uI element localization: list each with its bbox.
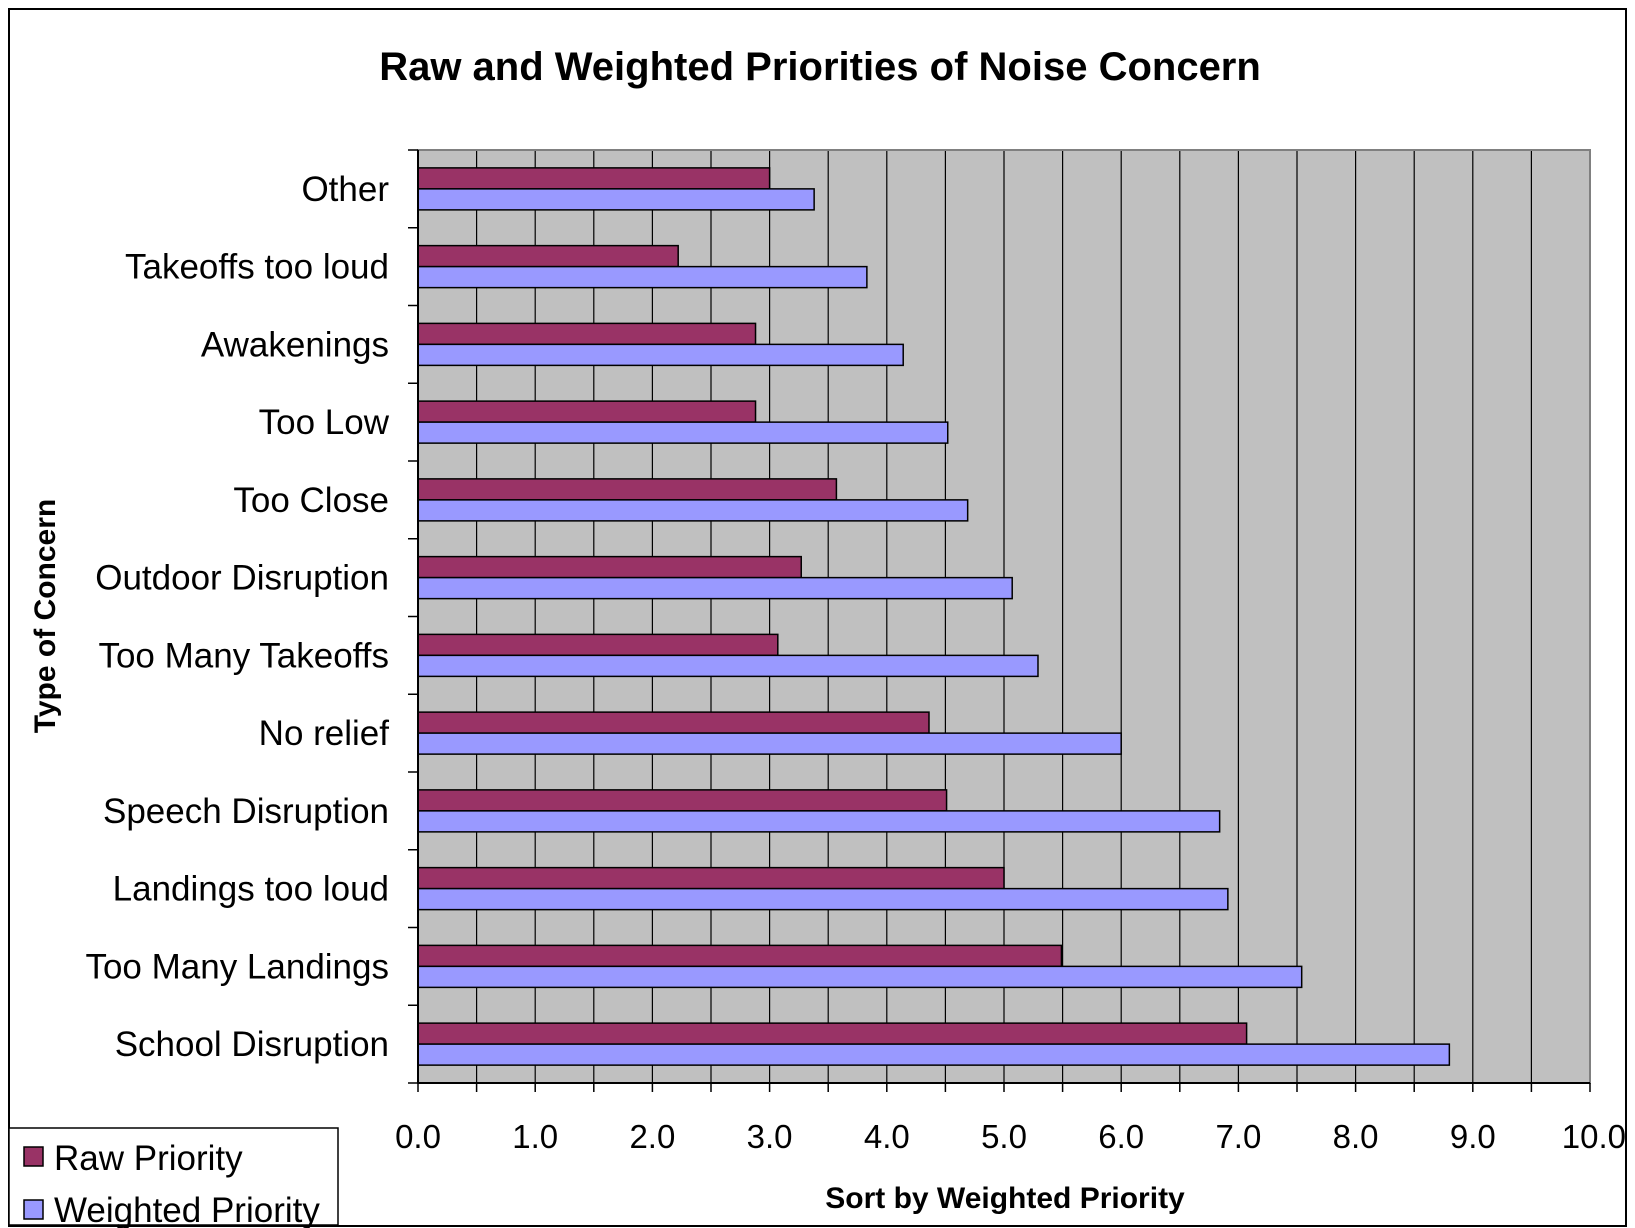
- x-axis-title: Sort by Weighted Priority: [825, 1182, 1185, 1215]
- grid-lines: [476, 150, 1591, 1083]
- legend: Raw Priority Weighted Priority: [8, 1127, 339, 1228]
- bar-weighted: [417, 343, 904, 367]
- bar-weighted: [417, 732, 1122, 755]
- bar-weighted: [417, 654, 1039, 678]
- bar-weighted: [417, 965, 1303, 989]
- legend-swatch-weighted: [23, 1199, 44, 1220]
- bar-weighted: [417, 421, 949, 444]
- category-label: Takeoffs too loud: [125, 248, 389, 287]
- bar-weighted: [417, 887, 1229, 911]
- x-tick-label: 6.0: [1098, 1118, 1144, 1155]
- bar-raw: [417, 478, 838, 501]
- y-axis-title: Type of Concern: [29, 499, 62, 733]
- bar-raw: [417, 244, 679, 268]
- x-tick-label: 2.0: [629, 1118, 675, 1155]
- bar-raw: [417, 944, 1063, 968]
- bar-raw: [417, 789, 948, 812]
- x-axis-ticks: 0.0 1.0 2.0 3.0 4.0 5.0 6.0 7.0 8.0 9.0 10.0: [395, 1083, 1626, 1155]
- bar-weighted: [417, 188, 815, 211]
- category-label: Other: [301, 170, 389, 209]
- category-label: Too Many Landings: [85, 947, 389, 986]
- legend-box: [8, 1127, 339, 1226]
- category-label: Landings too loud: [113, 870, 389, 909]
- bar-raw: [417, 400, 757, 423]
- category-label: Too Close: [233, 481, 389, 520]
- bar-weighted: [417, 576, 1013, 600]
- bar-raw: [417, 711, 930, 734]
- x-tick-label: 1.0: [512, 1118, 558, 1155]
- x-tick-label: 3.0: [747, 1118, 793, 1155]
- x-tick-label: 9.0: [1450, 1118, 1496, 1155]
- legend-swatch-raw: [23, 1146, 44, 1167]
- category-label: No relief: [259, 714, 390, 753]
- bar-raw: [417, 1022, 1248, 1045]
- category-labels: Other Takeoffs too loud Awakenings Too Low T…: [85, 170, 389, 1064]
- y-axis-ticks: [408, 149, 418, 1084]
- legend-label-weighted: Weighted Priority: [54, 1191, 320, 1228]
- x-tick-label: 7.0: [1215, 1118, 1261, 1155]
- category-label: Too Low: [259, 403, 390, 442]
- bar-weighted: [417, 1043, 1451, 1066]
- bar-raw: [417, 866, 1005, 890]
- bar-weighted: [417, 810, 1221, 833]
- x-tick-label: 5.0: [981, 1118, 1027, 1155]
- category-label: Speech Disruption: [103, 792, 389, 831]
- category-label: Too Many Takeoffs: [98, 636, 389, 675]
- bar-raw: [417, 322, 757, 346]
- category-label: School Disruption: [115, 1025, 389, 1064]
- x-tick-label: 4.0: [864, 1118, 910, 1155]
- chart-title: Raw and Weighted Priorities of Noise Con…: [379, 45, 1261, 89]
- x-tick-label: 10.0: [1562, 1118, 1626, 1155]
- bar-raw: [417, 555, 802, 579]
- x-tick-label: 0.0: [395, 1118, 441, 1155]
- bars-group: [417, 167, 1451, 1066]
- category-label: Outdoor Disruption: [95, 559, 389, 598]
- legend-label-raw: Raw Priority: [54, 1139, 243, 1178]
- bar-raw: [417, 167, 771, 190]
- bar-weighted: [417, 265, 868, 289]
- bar-raw: [417, 633, 779, 657]
- category-label: Awakenings: [201, 325, 389, 364]
- x-tick-label: 8.0: [1333, 1118, 1379, 1155]
- bar-weighted: [417, 499, 969, 522]
